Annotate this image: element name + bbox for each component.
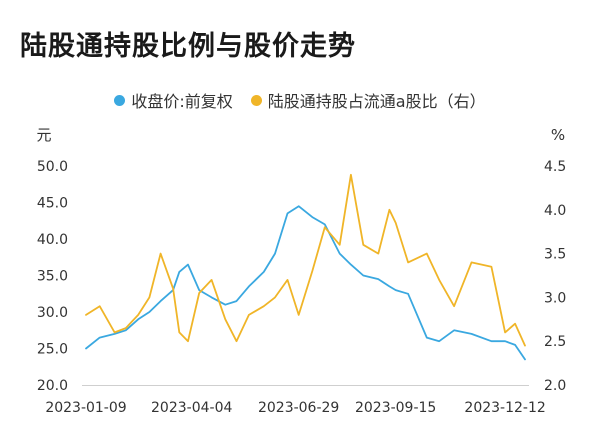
legend-label-ratio: 陆股通持股占流通a股比（右） bbox=[267, 92, 486, 111]
y-left-tick-label: 20.0 bbox=[37, 378, 68, 394]
x-tick-label: 2023-04-04 bbox=[151, 400, 232, 416]
legend-item-price[interactable]: 收盘价:前复权 bbox=[114, 88, 233, 112]
y-right-tick-label: 4.0 bbox=[544, 203, 566, 219]
x-tick-label: 2023-12-12 bbox=[464, 400, 545, 416]
y-left-tick-label: 35.0 bbox=[37, 269, 68, 285]
y-left-tick-label: 30.0 bbox=[37, 305, 68, 321]
y-right-tick-label: 3.0 bbox=[544, 290, 566, 306]
series-line-price bbox=[85, 205, 526, 361]
y-right-tick-label: 3.5 bbox=[544, 247, 566, 263]
x-tick-label: 2023-01-09 bbox=[45, 400, 126, 416]
y-left-unit: 元 bbox=[36, 126, 51, 144]
x-tick-label: 2023-06-29 bbox=[258, 400, 339, 416]
legend-item-ratio[interactable]: 陆股通持股占流通a股比（右） bbox=[250, 88, 486, 112]
y-left-tick-label: 25.0 bbox=[37, 342, 68, 358]
y-right-tick-label: 2.0 bbox=[544, 378, 566, 394]
legend: 收盘价:前复权 陆股通持股占流通a股比（右） bbox=[0, 88, 600, 112]
y-right-unit: % bbox=[551, 126, 565, 144]
x-tick-label: 2023-09-15 bbox=[355, 400, 436, 416]
legend-label-price: 收盘价:前复权 bbox=[131, 92, 233, 111]
y-right-tick-label: 4.5 bbox=[544, 159, 566, 175]
y-left-tick-label: 45.0 bbox=[37, 196, 68, 212]
legend-dot-ratio bbox=[250, 94, 262, 106]
y-right-tick-label: 2.5 bbox=[544, 334, 566, 350]
y-left-tick-label: 50.0 bbox=[37, 159, 68, 175]
y-left-tick-label: 40.0 bbox=[37, 232, 68, 248]
chart-title: 陆股通持股比例与股价走势 bbox=[20, 31, 356, 62]
legend-dot-price bbox=[114, 94, 126, 106]
series-line-ratio bbox=[85, 173, 526, 347]
